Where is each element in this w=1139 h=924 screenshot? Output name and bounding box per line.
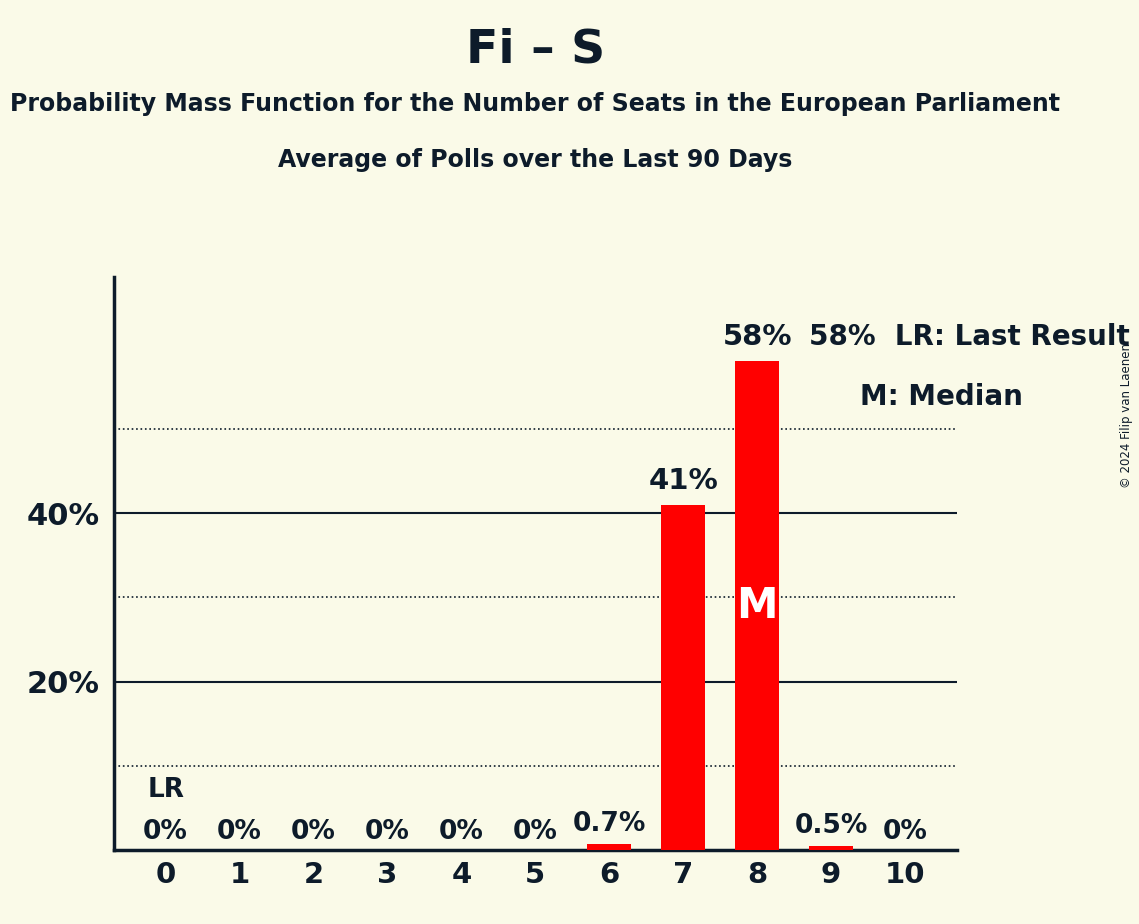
Bar bbox=[809, 845, 853, 850]
Text: M: Median: M: Median bbox=[860, 383, 1023, 411]
Text: 41%: 41% bbox=[648, 467, 718, 494]
Text: 58%: 58% bbox=[722, 323, 792, 351]
Text: 58%  LR: Last Result: 58% LR: Last Result bbox=[809, 323, 1130, 351]
Text: 0%: 0% bbox=[144, 819, 188, 845]
Text: Probability Mass Function for the Number of Seats in the European Parliament: Probability Mass Function for the Number… bbox=[10, 92, 1060, 116]
Text: 0%: 0% bbox=[883, 819, 927, 845]
Text: © 2024 Filip van Laenen: © 2024 Filip van Laenen bbox=[1121, 344, 1133, 488]
Text: 0.5%: 0.5% bbox=[794, 813, 868, 839]
Text: 0%: 0% bbox=[439, 819, 484, 845]
Text: Average of Polls over the Last 90 Days: Average of Polls over the Last 90 Days bbox=[278, 148, 793, 172]
Bar bbox=[735, 361, 779, 850]
Text: 0%: 0% bbox=[292, 819, 336, 845]
Text: Fi – S: Fi – S bbox=[466, 28, 605, 73]
Text: LR: LR bbox=[147, 777, 185, 803]
Text: 0%: 0% bbox=[513, 819, 558, 845]
Text: 0.7%: 0.7% bbox=[573, 811, 646, 837]
Bar bbox=[587, 845, 631, 850]
Text: 0%: 0% bbox=[218, 819, 262, 845]
Text: M: M bbox=[737, 585, 778, 626]
Bar bbox=[661, 505, 705, 850]
Text: 0%: 0% bbox=[364, 819, 410, 845]
